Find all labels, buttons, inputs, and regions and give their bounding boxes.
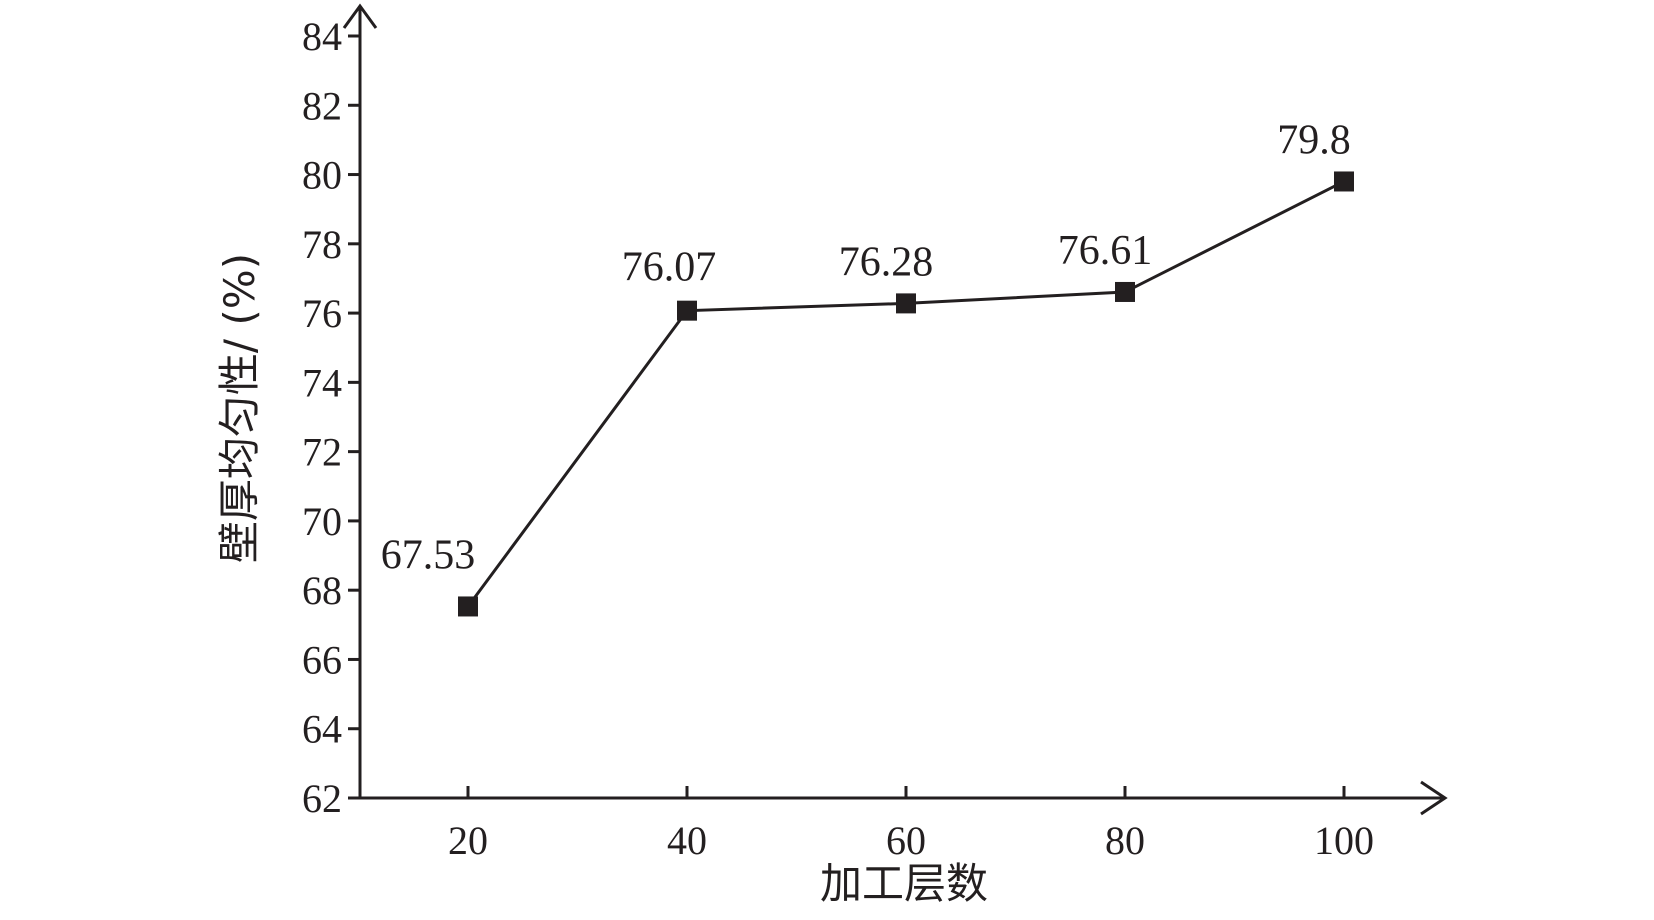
y-tick-label: 76: [302, 291, 342, 336]
data-label: 79.8: [1277, 117, 1351, 163]
y-axis-ticks: 62 64 66 68 70 72 74 76 78 80 82 84: [302, 14, 360, 821]
x-tick-label: 80: [1105, 818, 1145, 863]
y-axis-title: 壁厚均匀性/ (%): [215, 253, 264, 563]
series: [458, 171, 1354, 617]
x-tick-label: 100: [1314, 818, 1374, 863]
y-tick-label: 78: [302, 222, 342, 267]
x-tick-label: 20: [448, 818, 488, 863]
data-point-marker: [677, 300, 697, 321]
x-axis-title: 加工层数: [820, 859, 988, 908]
y-tick-label: 64: [302, 707, 342, 752]
y-tick-label: 62: [302, 776, 342, 821]
y-tick-label: 70: [302, 499, 342, 544]
data-point-marker: [458, 596, 478, 617]
y-tick-label: 66: [302, 637, 342, 682]
data-label: 76.07: [622, 245, 717, 291]
x-tick-label: 40: [667, 818, 707, 863]
y-tick-label: 68: [302, 568, 342, 613]
data-label: 67.53: [381, 532, 476, 578]
data-label: 76.28: [839, 239, 934, 285]
x-tick-label: 60: [886, 818, 926, 863]
x-axis-arrow: [1420, 780, 1448, 816]
y-tick-label: 84: [302, 14, 342, 59]
axes: [342, 3, 1448, 816]
x-axis-ticks: 20 40 60 80 100: [448, 786, 1374, 863]
y-tick-label: 74: [302, 360, 342, 405]
data-point-marker: [1115, 281, 1135, 302]
y-axis-arrow: [342, 3, 378, 29]
data-point-marker: [896, 293, 916, 314]
y-tick-label: 82: [302, 83, 342, 128]
y-tick-label: 80: [302, 153, 342, 198]
data-point-marker: [1334, 171, 1354, 192]
data-label: 76.61: [1058, 228, 1153, 274]
data-labels: 67.53 76.07 76.28 76.61 79.8: [381, 117, 1351, 578]
y-tick-label: 72: [302, 430, 342, 475]
